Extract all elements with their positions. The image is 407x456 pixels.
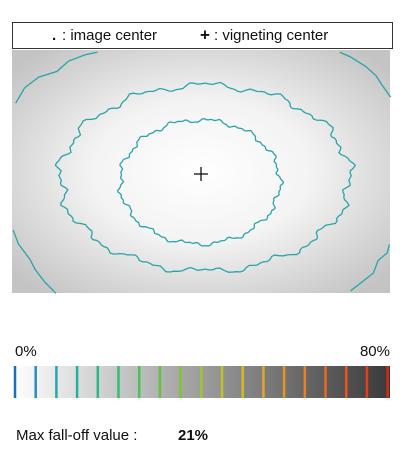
scale-lines <box>13 366 389 398</box>
result-label: Max fall-off value : <box>16 427 137 444</box>
contour <box>54 81 357 273</box>
legend-box <box>12 22 393 49</box>
legend-label: : vigneting center <box>214 27 328 44</box>
scale-min: 0% <box>15 343 37 360</box>
legend-symbol: . <box>52 27 56 44</box>
contour <box>15 51 98 104</box>
legend-label: : image center <box>62 27 157 44</box>
legend-symbol: + <box>200 25 210 44</box>
contour <box>117 118 285 247</box>
result-value: 21% <box>178 427 208 444</box>
contours <box>12 51 392 294</box>
contour <box>350 244 391 292</box>
contour <box>339 51 392 98</box>
contour <box>12 229 57 294</box>
center-cross <box>194 167 208 181</box>
scale-max: 80% <box>360 343 390 360</box>
